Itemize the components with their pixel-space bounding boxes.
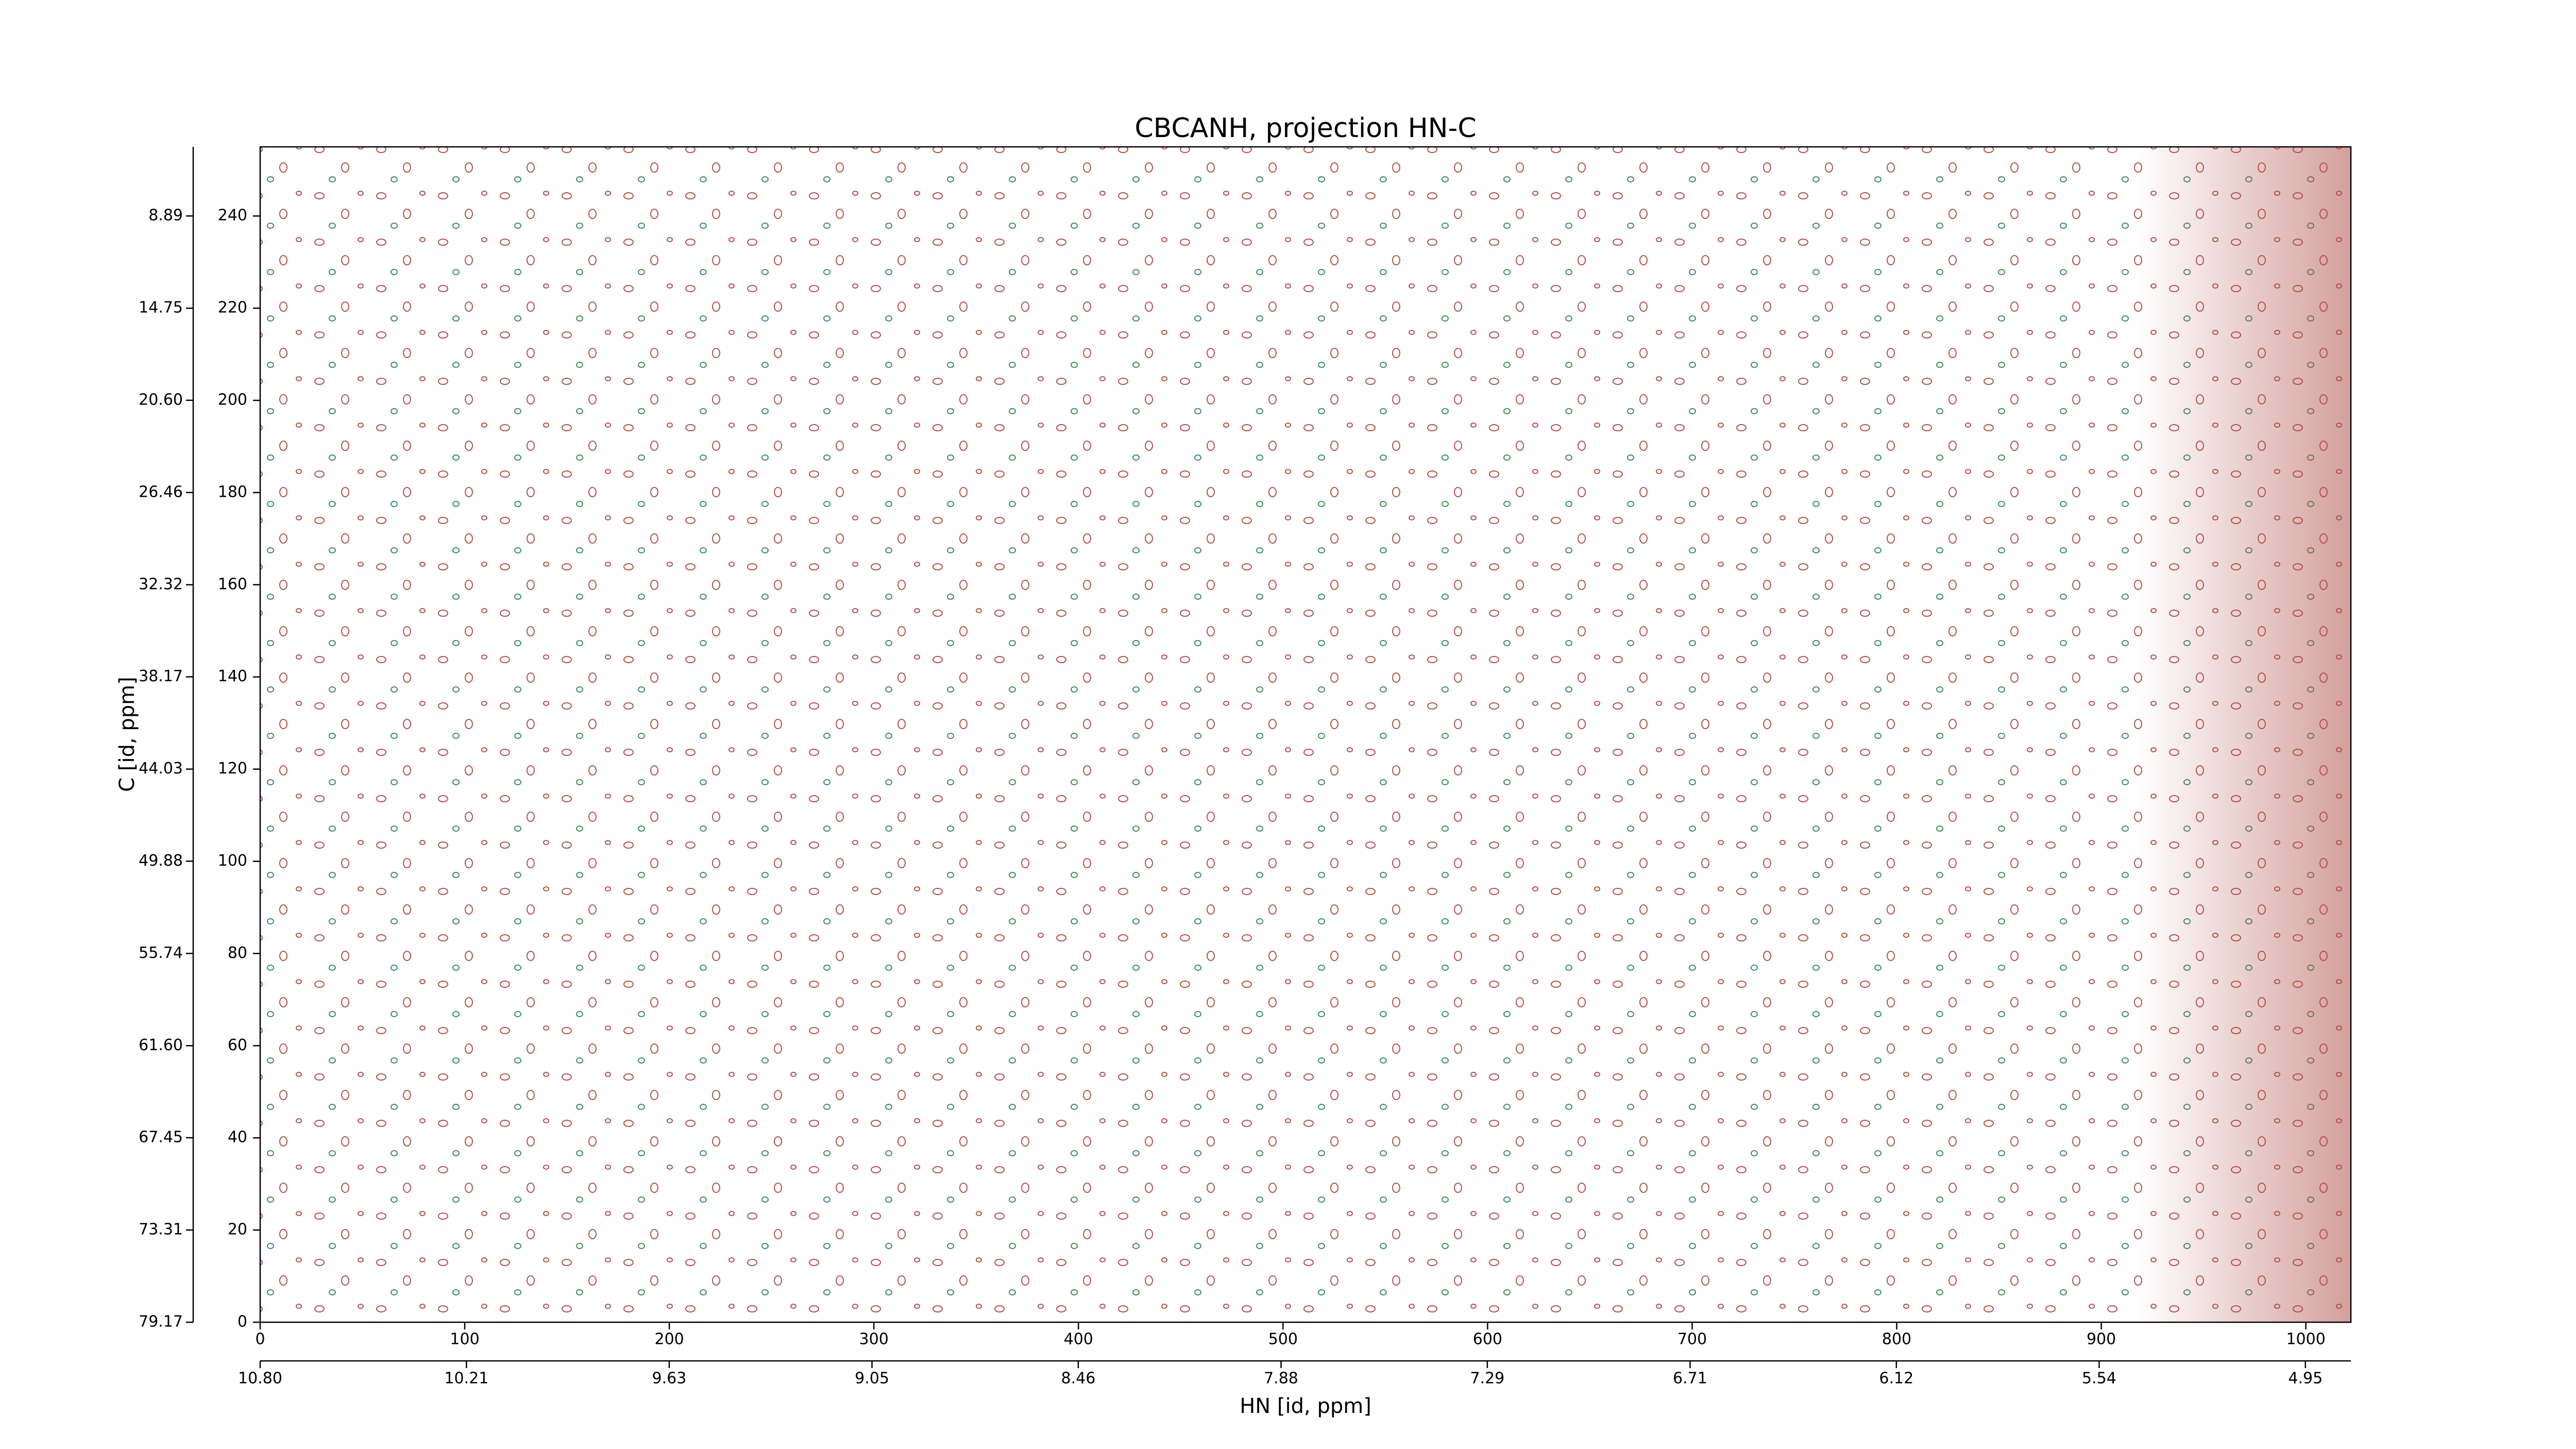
x-tick-label: 9.63 xyxy=(652,1370,687,1388)
y-tick-label: 100 xyxy=(218,852,247,870)
y-tick-label: 220 xyxy=(218,299,247,317)
y-tick-label: 73.31 xyxy=(139,1220,183,1238)
x-tick-label: 800 xyxy=(1882,1330,1911,1349)
y-tick-label: 67.45 xyxy=(139,1128,183,1146)
y-tick-label: 160 xyxy=(218,575,247,593)
y-axis-label: C [id, ppm] xyxy=(115,677,139,792)
x-tick-label: 7.88 xyxy=(1264,1370,1298,1388)
plot-frame xyxy=(259,146,2352,1323)
y-tick-label: 8.89 xyxy=(148,207,183,225)
x-tick-label: 900 xyxy=(2087,1330,2116,1349)
y-tick-label: 44.03 xyxy=(139,760,183,778)
x-tick-label: 600 xyxy=(1473,1330,1502,1349)
x-tick-label: 10.80 xyxy=(238,1370,282,1388)
contour-texture xyxy=(260,147,2351,1322)
x-axis-label: HN [id, ppm] xyxy=(1240,1394,1371,1418)
x-tick-label: 400 xyxy=(1064,1330,1093,1349)
y-tick-label: 14.75 xyxy=(139,299,183,317)
contour-edge xyxy=(2138,147,2351,1322)
x-tick-label: 9.05 xyxy=(855,1370,889,1388)
x-tick-label: 100 xyxy=(450,1330,479,1349)
y-tick-label: 55.74 xyxy=(139,944,183,962)
x-tick-label: 4.95 xyxy=(2288,1370,2323,1388)
x-tick-label: 700 xyxy=(1677,1330,1707,1349)
y-tick-label: 49.88 xyxy=(139,852,183,870)
y-tick-label: 32.32 xyxy=(139,575,183,593)
x-tick-label: 10.21 xyxy=(444,1370,488,1388)
y-tick-label: 80 xyxy=(228,944,247,962)
x-tick-label: 6.12 xyxy=(1879,1370,1913,1388)
x-tick-label: 500 xyxy=(1268,1330,1298,1349)
y-tick-label: 20 xyxy=(228,1221,247,1239)
x-tick-label: 6.71 xyxy=(1673,1370,1707,1388)
y-tick-label: 140 xyxy=(218,667,247,685)
y-tick-label: 120 xyxy=(218,760,247,778)
x-tick-label: 7.29 xyxy=(1470,1370,1504,1388)
y-tick-label: 20.60 xyxy=(139,391,183,409)
x-tick-label: 0 xyxy=(255,1330,265,1349)
y-tick-label: 38.17 xyxy=(139,667,183,685)
y-tick-label: 60 xyxy=(228,1036,247,1054)
y-tick-label: 180 xyxy=(218,483,247,501)
x-tick-label: 5.54 xyxy=(2082,1370,2116,1388)
y-tick-label: 0 xyxy=(238,1313,247,1331)
y-tick-label: 79.17 xyxy=(139,1313,183,1331)
y-tick-label: 40 xyxy=(228,1128,247,1147)
y-tick-label: 26.46 xyxy=(139,483,183,501)
chart-title: CBCANH, projection HN-C xyxy=(1134,113,1476,144)
x-tick-label: 300 xyxy=(859,1330,889,1349)
y-tick-label: 200 xyxy=(218,391,247,409)
y-tick-label: 240 xyxy=(218,207,247,225)
y-tick-label: 61.60 xyxy=(139,1036,183,1054)
x-tick-label: 8.46 xyxy=(1061,1370,1096,1388)
x-tick-label: 1000 xyxy=(2286,1330,2325,1349)
x-tick-label: 200 xyxy=(654,1330,684,1349)
